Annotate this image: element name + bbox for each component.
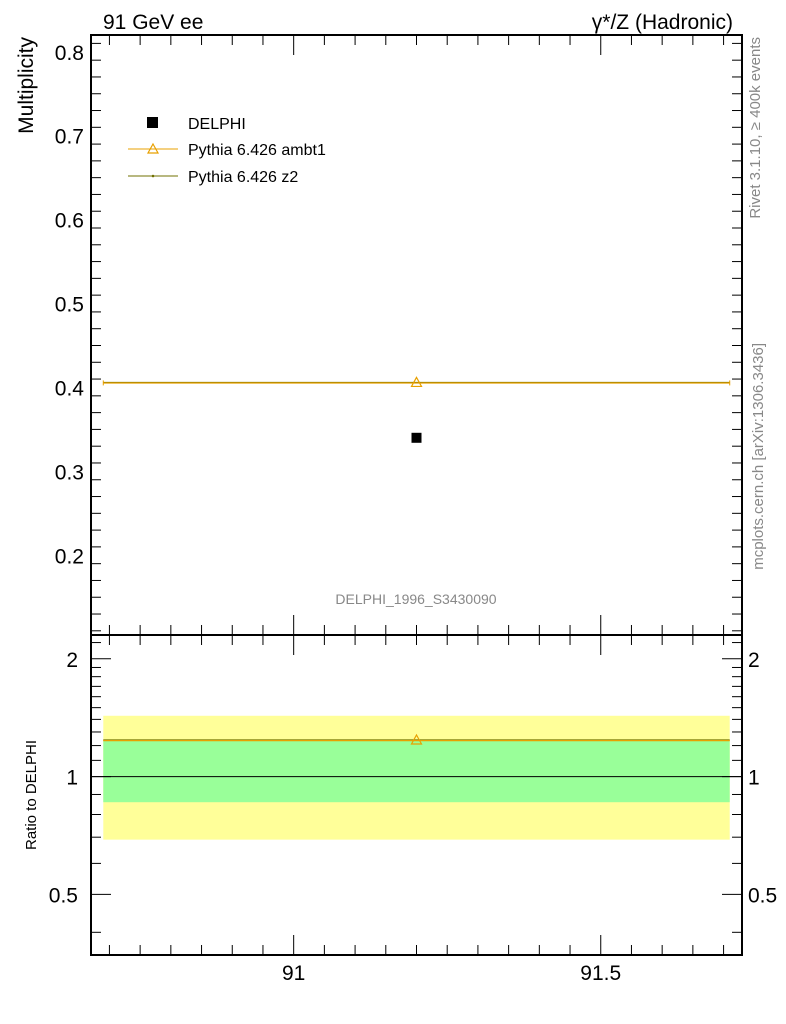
legend-z2-marker: [151, 174, 155, 178]
x-tick-label: 91.5: [580, 962, 621, 985]
main-y-axis-label: Multiplicity: [15, 37, 38, 134]
header-right-label: γ*/Z (Hadronic): [592, 11, 733, 34]
main-y-tick-label: 0.7: [55, 126, 84, 149]
mcplots-credit-label: mcplots.cern.ch [arXiv:1306.3436]: [750, 343, 767, 570]
rivet-version-label: Rivet 3.1.10, ≥ 400k events: [747, 37, 764, 219]
ratio-y-tick-label-right: 2: [748, 649, 760, 672]
main-y-tick-label: 0.3: [55, 461, 84, 484]
delphi-point: [411, 432, 422, 443]
main-y-tick-label: 0.2: [55, 545, 84, 568]
ratio-band-inner: [103, 740, 730, 803]
main-y-tick-label: 0.4: [55, 377, 85, 400]
main-axis-ticks: 0.2 0.3 0.4 0.5 0.6 0.7 0.8: [55, 35, 742, 635]
ambt1-point: [410, 376, 423, 388]
ratio-y-tick-label-left: 1: [66, 767, 78, 790]
ratio-plot-frame: [90, 634, 743, 956]
legend-delphi-label: DELPHI: [188, 116, 246, 133]
ratio-ambt1-point: [410, 733, 423, 745]
legend-ambt1-label: Pythia 6.426 ambt1: [188, 142, 326, 159]
ratio-y-tick-label-right: 1: [748, 767, 760, 790]
ratio-y-tick-label-left: 0.5: [49, 884, 78, 907]
legend: DELPHI Pythia 6.426 ambt1 Pythia 6.426 z…: [128, 116, 326, 186]
legend-ambt1-marker: [146, 142, 160, 154]
main-y-tick-label: 0.8: [55, 42, 84, 65]
ratio-y-axis-label: Ratio to DELPHI: [23, 740, 40, 850]
ratio-y-tick-label-right: 0.5: [748, 884, 777, 907]
analysis-id-watermark: DELPHI_1996_S3430090: [335, 591, 496, 607]
ratio-y-tick-label-left: 2: [66, 649, 78, 672]
legend-delphi-marker: [147, 117, 158, 128]
ratio-bands: [103, 715, 730, 840]
x-tick-label: 91: [282, 962, 305, 985]
ratio-series: [91, 733, 742, 778]
main-y-tick-label: 0.6: [55, 210, 84, 233]
main-series: [102, 376, 731, 443]
legend-z2-label: Pythia 6.426 z2: [188, 169, 298, 186]
ratio-axis-ticks: 0.5 0.5 1 1 2 2 91 91.5: [49, 635, 777, 985]
header-left-label: 91 GeV ee: [103, 11, 203, 34]
main-y-tick-label: 0.5: [55, 294, 84, 317]
